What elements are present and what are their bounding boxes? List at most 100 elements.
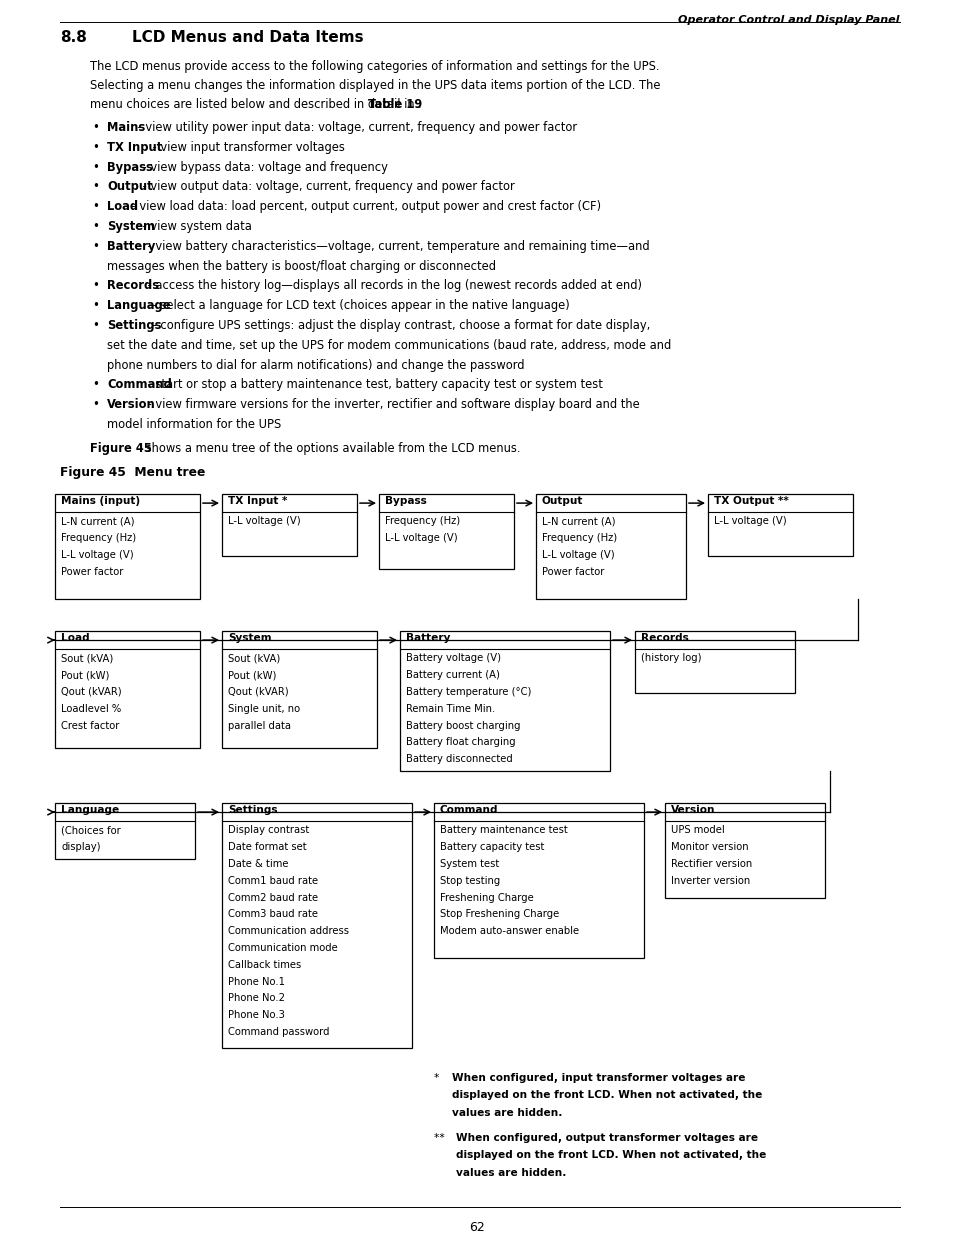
Text: Qout (kVAR): Qout (kVAR) [61, 687, 121, 697]
Text: menu choices are listed below and described in detail in ​: menu choices are listed below and descri… [90, 98, 417, 111]
Bar [55, 803, 194, 858]
Text: Battery maintenance test: Battery maintenance test [439, 825, 567, 835]
Text: •: • [91, 398, 99, 411]
Text: Load: Load [107, 200, 138, 214]
Text: Single unit, no: Single unit, no [228, 704, 300, 714]
Text: •: • [91, 200, 99, 214]
Text: L-N current (A): L-N current (A) [541, 516, 615, 526]
Text: •: • [91, 220, 99, 233]
Text: - view input transformer voltages: - view input transformer voltages [150, 141, 345, 154]
Text: •: • [91, 161, 99, 174]
Text: - view load data: load percent, output current, output power and crest factor (C: - view load data: load percent, output c… [128, 200, 600, 214]
Text: Qout (kVAR): Qout (kVAR) [228, 687, 289, 697]
Text: Stop testing: Stop testing [439, 876, 499, 885]
Text: 8.8: 8.8 [60, 30, 87, 44]
Text: - start or stop a battery maintenance test, battery capacity test or system test: - start or stop a battery maintenance te… [144, 378, 602, 391]
Text: Language: Language [61, 805, 119, 815]
Text: Language: Language [107, 299, 171, 312]
Text: - access the history log—displays all records in the log (newest records added a: - access the history log—displays all re… [144, 279, 641, 293]
Text: **: ** [434, 1132, 451, 1142]
Bar [55, 494, 200, 599]
Bar [222, 494, 356, 556]
Text: Settings: Settings [107, 319, 161, 332]
Text: Output: Output [107, 180, 152, 194]
Text: values are hidden.: values are hidden. [456, 1168, 566, 1178]
Text: Operator Control and Display Panel: Operator Control and Display Panel [678, 15, 899, 25]
Text: Version: Version [107, 398, 155, 411]
Text: Settings: Settings [228, 805, 277, 815]
Text: Stop Freshening Charge: Stop Freshening Charge [439, 909, 558, 919]
Bar [536, 494, 685, 599]
Text: •: • [91, 180, 99, 194]
Text: Crest factor: Crest factor [61, 720, 119, 730]
Text: The LCD menus provide access to the following categories of information and sett: The LCD menus provide access to the foll… [90, 61, 659, 73]
Text: UPS model: UPS model [670, 825, 724, 835]
Text: Battery float charging: Battery float charging [406, 737, 515, 747]
Text: L-L voltage (V): L-L voltage (V) [541, 550, 614, 559]
Text: Monitor version: Monitor version [670, 842, 748, 852]
Text: •: • [91, 121, 99, 135]
Text: TX Input *: TX Input * [228, 496, 287, 506]
Text: Callback times: Callback times [228, 960, 301, 969]
Text: Communication address: Communication address [228, 926, 349, 936]
Text: Inverter version: Inverter version [670, 876, 749, 885]
Text: Battery disconnected: Battery disconnected [406, 755, 512, 764]
Text: set the date and time, set up the UPS for modem communications (baud rate, addre: set the date and time, set up the UPS fo… [107, 338, 671, 352]
Bar [399, 631, 609, 771]
Text: Frequency (Hz): Frequency (Hz) [541, 534, 617, 543]
Text: TX Output **: TX Output ** [713, 496, 788, 506]
Bar [55, 631, 200, 748]
Text: •: • [91, 299, 99, 312]
Text: Version: Version [670, 805, 715, 815]
Text: Records: Records [640, 634, 688, 643]
Text: Display contrast: Display contrast [228, 825, 309, 835]
Text: System test: System test [439, 858, 498, 869]
Text: L-L voltage (V): L-L voltage (V) [228, 516, 300, 526]
Text: Frequency (Hz): Frequency (Hz) [385, 516, 459, 526]
Text: - view system data: - view system data [138, 220, 252, 233]
Bar [434, 803, 643, 958]
Text: Battery: Battery [107, 240, 155, 253]
Text: 62: 62 [469, 1221, 484, 1234]
Text: parallel data: parallel data [228, 720, 291, 730]
Text: *: * [434, 1073, 446, 1083]
Text: When configured, output transformer voltages are: When configured, output transformer volt… [456, 1132, 758, 1142]
Text: Battery temperature (°C): Battery temperature (°C) [406, 687, 531, 697]
Text: Power factor: Power factor [61, 567, 123, 577]
Text: - view bypass data: voltage and frequency: - view bypass data: voltage and frequenc… [138, 161, 387, 174]
Text: System: System [107, 220, 155, 233]
Text: Phone No.3: Phone No.3 [228, 1010, 285, 1020]
Text: •: • [91, 141, 99, 154]
Text: Phone No.1: Phone No.1 [228, 977, 285, 987]
Text: Battery: Battery [406, 634, 450, 643]
Text: •: • [91, 279, 99, 293]
Text: Mains: Mains [107, 121, 145, 135]
Text: Comm1 baud rate: Comm1 baud rate [228, 876, 317, 885]
Text: L-L voltage (V): L-L voltage (V) [61, 550, 133, 559]
Text: Figure 45: Figure 45 [90, 442, 152, 454]
Text: Comm2 baud rate: Comm2 baud rate [228, 893, 317, 903]
Text: - view firmware versions for the inverter, rectifier and software display board : - view firmware versions for the inverte… [144, 398, 639, 411]
Text: - select a language for LCD text (choices appear in the native language): - select a language for LCD text (choice… [150, 299, 570, 312]
Text: (history log): (history log) [640, 653, 700, 663]
Text: Battery current (A): Battery current (A) [406, 671, 499, 680]
Bar [635, 631, 794, 693]
Text: - view output data: voltage, current, frequency and power factor: - view output data: voltage, current, fr… [138, 180, 514, 194]
Text: Command: Command [107, 378, 172, 391]
Text: (Choices for: (Choices for [61, 825, 121, 835]
Text: TX Input: TX Input [107, 141, 162, 154]
Text: L-L voltage (V): L-L voltage (V) [713, 516, 786, 526]
Text: When configured, input transformer voltages are: When configured, input transformer volta… [452, 1073, 744, 1083]
Text: Modem auto-answer enable: Modem auto-answer enable [439, 926, 578, 936]
Text: Loadlevel %: Loadlevel % [61, 704, 121, 714]
Text: System: System [228, 634, 272, 643]
Text: Pout (kW): Pout (kW) [228, 671, 276, 680]
Text: Power factor: Power factor [541, 567, 604, 577]
Text: •: • [91, 378, 99, 391]
Text: messages when the battery is boost/float charging or disconnected: messages when the battery is boost/float… [107, 259, 496, 273]
Text: Communication mode: Communication mode [228, 942, 337, 953]
Text: - view utility power input data: voltage, current, frequency and power factor: - view utility power input data: voltage… [133, 121, 576, 135]
Text: Bypass: Bypass [385, 496, 426, 506]
Text: L-N current (A): L-N current (A) [61, 516, 134, 526]
Text: Rectifier version: Rectifier version [670, 858, 752, 869]
